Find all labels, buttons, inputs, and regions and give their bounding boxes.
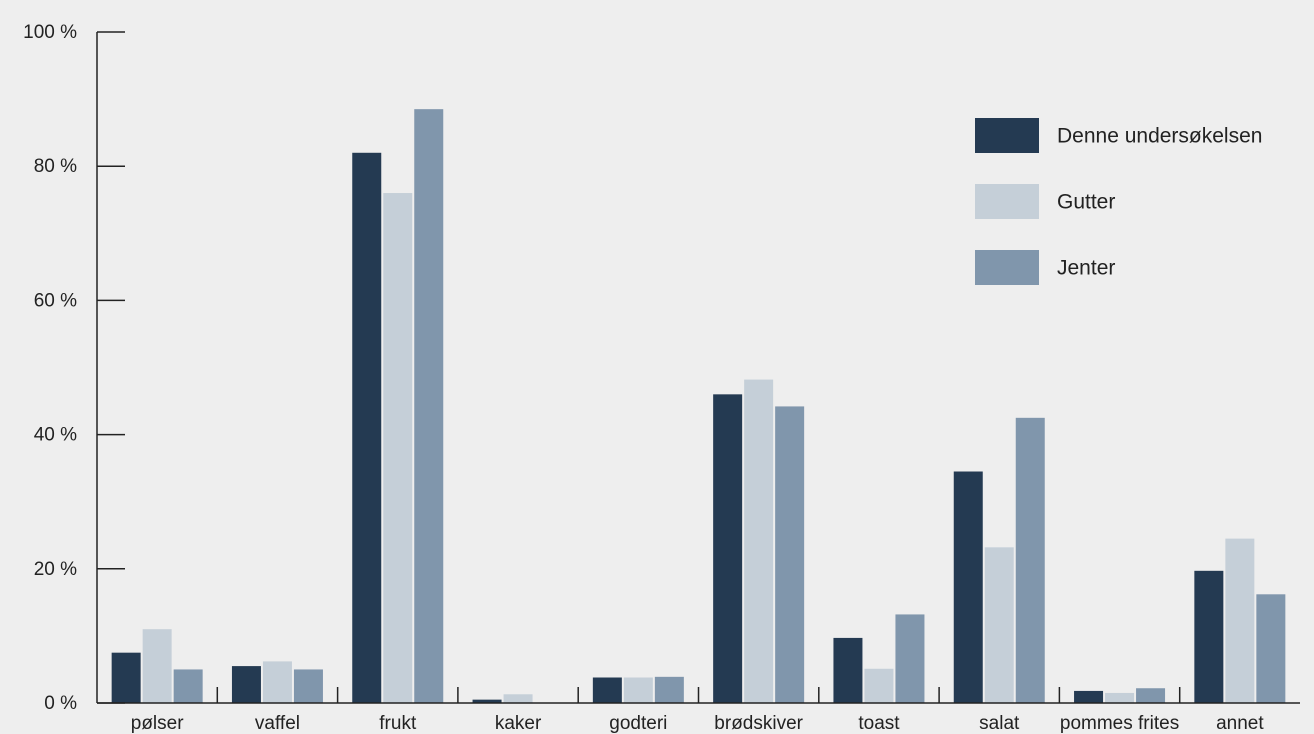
bar <box>1105 692 1135 703</box>
legend-swatch <box>975 118 1039 153</box>
bar <box>383 193 413 704</box>
axes-group: 0 % 20 % 40 % 60 % 80 % 100 % pølser vaffel fruk… <box>23 22 1300 734</box>
bar <box>623 677 653 703</box>
bar <box>864 668 894 703</box>
legend: Denne undersøkelsen Gutter Jenter <box>975 118 1262 285</box>
bar <box>833 637 863 703</box>
bar <box>1015 417 1045 703</box>
y-tick-label: 100 % <box>23 22 77 43</box>
bar <box>352 152 382 703</box>
bar <box>472 699 502 703</box>
x-tick-label: pølser <box>131 713 184 734</box>
y-tick-label: 80 % <box>34 156 77 177</box>
bar <box>953 471 983 703</box>
y-tick-label: 0 % <box>44 693 77 714</box>
legend-swatch <box>975 184 1039 219</box>
x-tick-label: pommes frites <box>1060 713 1179 734</box>
bar <box>654 676 684 703</box>
bars-group <box>111 109 1286 704</box>
y-tick-label: 60 % <box>34 290 77 311</box>
bar <box>895 614 925 703</box>
legend-label: Jenter <box>1057 257 1115 280</box>
y-tick-label: 20 % <box>34 559 77 580</box>
y-tick-label: 40 % <box>34 425 77 446</box>
x-tick-label: vaffel <box>255 713 300 734</box>
legend-swatch <box>975 250 1039 285</box>
x-tick-label: frukt <box>379 713 417 734</box>
bar <box>111 652 141 703</box>
x-tick-label: godteri <box>609 713 667 734</box>
legend-label: Gutter <box>1057 191 1115 214</box>
bar <box>592 677 622 703</box>
bar <box>713 394 743 703</box>
bar <box>231 666 261 703</box>
bar <box>984 547 1014 703</box>
bar <box>173 669 203 703</box>
bar <box>1225 538 1255 703</box>
x-tick-label: salat <box>979 713 1020 734</box>
x-tick-label: kaker <box>495 713 542 734</box>
bar <box>414 109 444 704</box>
bar <box>142 629 172 703</box>
x-tick-label: annet <box>1216 713 1264 734</box>
bar <box>744 379 774 703</box>
x-tick-label: brødskiver <box>714 713 803 734</box>
x-tick-label: toast <box>858 713 900 734</box>
bar <box>1074 690 1104 703</box>
bar <box>1256 594 1286 703</box>
bar <box>293 669 323 703</box>
bar <box>775 406 805 703</box>
bar <box>1136 688 1166 703</box>
bar <box>1194 570 1224 703</box>
bar <box>503 694 533 703</box>
bar <box>262 661 292 703</box>
legend-label: Denne undersøkelsen <box>1057 125 1262 148</box>
